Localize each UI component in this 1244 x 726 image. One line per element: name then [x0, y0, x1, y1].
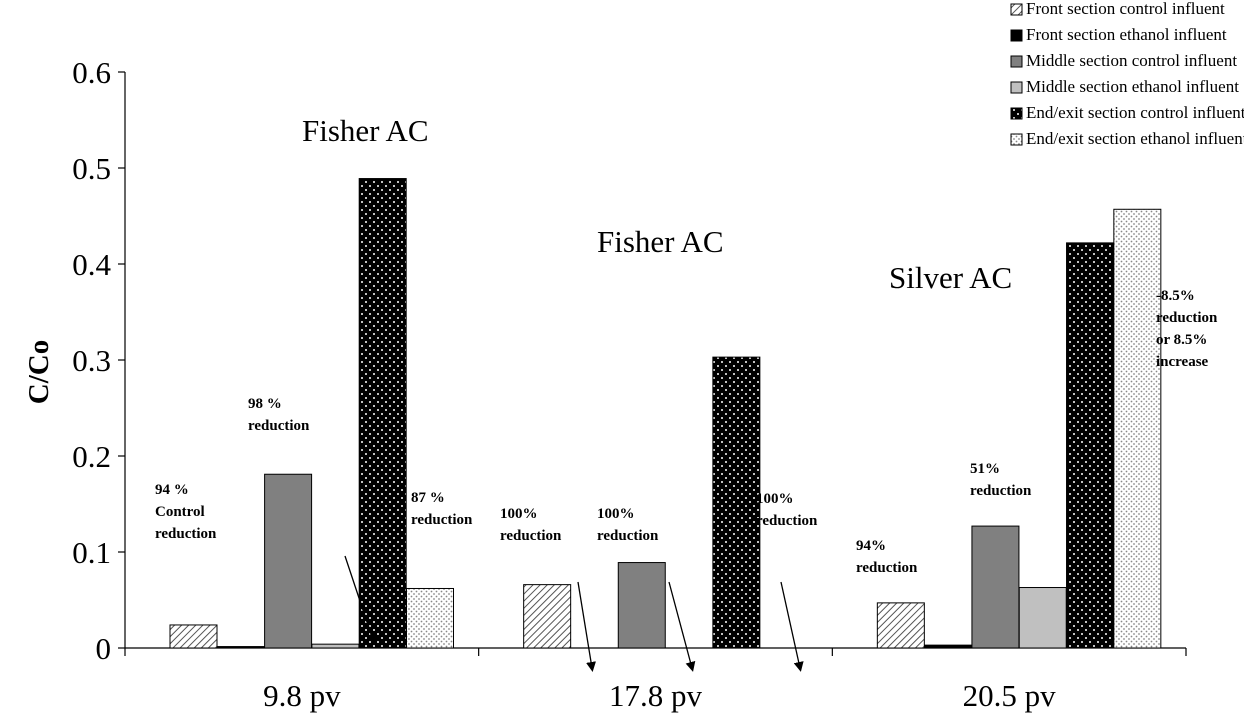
y-tick-label: 0.3: [72, 343, 111, 378]
bar: [264, 473, 313, 649]
bar: [1018, 587, 1067, 649]
bar: [216, 646, 265, 649]
annotation-text: reduction: [856, 560, 918, 576]
bar: [712, 356, 761, 649]
annotation-text: reduction: [155, 526, 217, 542]
bar: [971, 525, 1020, 649]
y-tick-label: 0.1: [72, 535, 111, 570]
bars: [169, 178, 1162, 649]
x-category-label: 9.8 pv: [263, 678, 341, 713]
legend-label: End/exit section control influent: [1026, 103, 1244, 122]
bar: [924, 644, 973, 649]
legend-label: Middle section control influent: [1026, 51, 1237, 70]
legend-label: Front section ethanol influent: [1026, 25, 1227, 44]
y-tick-label: 0.5: [72, 151, 111, 186]
legend-label: End/exit section ethanol influent: [1026, 129, 1244, 148]
annotation-text: 94%: [856, 538, 886, 554]
annotation-arrow: [344, 555, 376, 644]
y-ticks: 0 0.1 0.2 0.3 0.4 0.5 0.6: [72, 55, 125, 666]
annotation-text: 87 %: [411, 490, 445, 506]
bar: [358, 178, 407, 649]
annotation-text: reduction: [597, 528, 659, 544]
y-tick-label: 0.6: [72, 55, 111, 90]
legend-swatch: [1010, 81, 1023, 94]
annotation-text: 100%: [597, 506, 635, 522]
bar: [311, 643, 360, 649]
legend-swatch: [1010, 133, 1023, 146]
bar: [1113, 208, 1162, 649]
annotation-text: reduction: [756, 513, 818, 529]
group-label-1: Fisher AC: [302, 113, 429, 148]
annotation-arrow: [780, 581, 804, 672]
annotation-arrow: [577, 581, 596, 672]
annotation-arrow: [668, 581, 696, 672]
legend-label: Middle section ethanol influent: [1026, 77, 1239, 96]
bar: [406, 587, 454, 649]
y-tick-label: 0.4: [72, 247, 111, 282]
x-category-label: 17.8 pv: [609, 678, 703, 713]
legend-swatch: [1010, 55, 1023, 68]
group-label-2: Fisher AC: [597, 224, 724, 259]
annotation-text: increase: [1156, 354, 1209, 370]
legend: Front section control influent Front sect…: [1010, 0, 1244, 148]
annotation-text: 98 %: [248, 396, 282, 412]
annotations: 94 % Control reduction 98 % reduction 87 % red…: [155, 288, 1218, 576]
annotation-text: 94 %: [155, 482, 189, 498]
annotation-text: Control: [155, 504, 205, 520]
bar: [169, 624, 218, 649]
legend-swatch: [1010, 107, 1023, 120]
bar: [876, 602, 925, 649]
group-label-3: Silver AC: [889, 260, 1012, 295]
x-category-label: 20.5 pv: [963, 678, 1057, 713]
annotation-text: reduction: [248, 418, 310, 434]
annotation-text: -8.5%: [1156, 288, 1195, 304]
y-tick-label: 0.2: [72, 439, 111, 474]
annotation-text: reduction: [411, 512, 473, 528]
x-ticks: [124, 648, 1187, 656]
annotation-text: or 8.5%: [1156, 332, 1207, 348]
y-tick-label: 0: [96, 631, 112, 666]
legend-label: Front section control influent: [1026, 0, 1225, 18]
annotation-text: reduction: [1156, 310, 1218, 326]
annotation-text: 100%: [756, 491, 794, 507]
bar: [523, 584, 572, 649]
annotation-text: 100%: [500, 506, 538, 522]
legend-swatch: [1010, 3, 1023, 16]
annotation-text: reduction: [970, 483, 1032, 499]
legend-swatch: [1010, 29, 1023, 42]
y-axis-label: C/Co: [23, 340, 55, 404]
bar: [617, 562, 666, 649]
annotation-text: reduction: [500, 528, 562, 544]
annotation-text: 51%: [970, 461, 1000, 477]
category-labels: 9.8 pv 17.8 pv 20.5 pv: [263, 678, 1056, 713]
bar: [1066, 242, 1115, 649]
